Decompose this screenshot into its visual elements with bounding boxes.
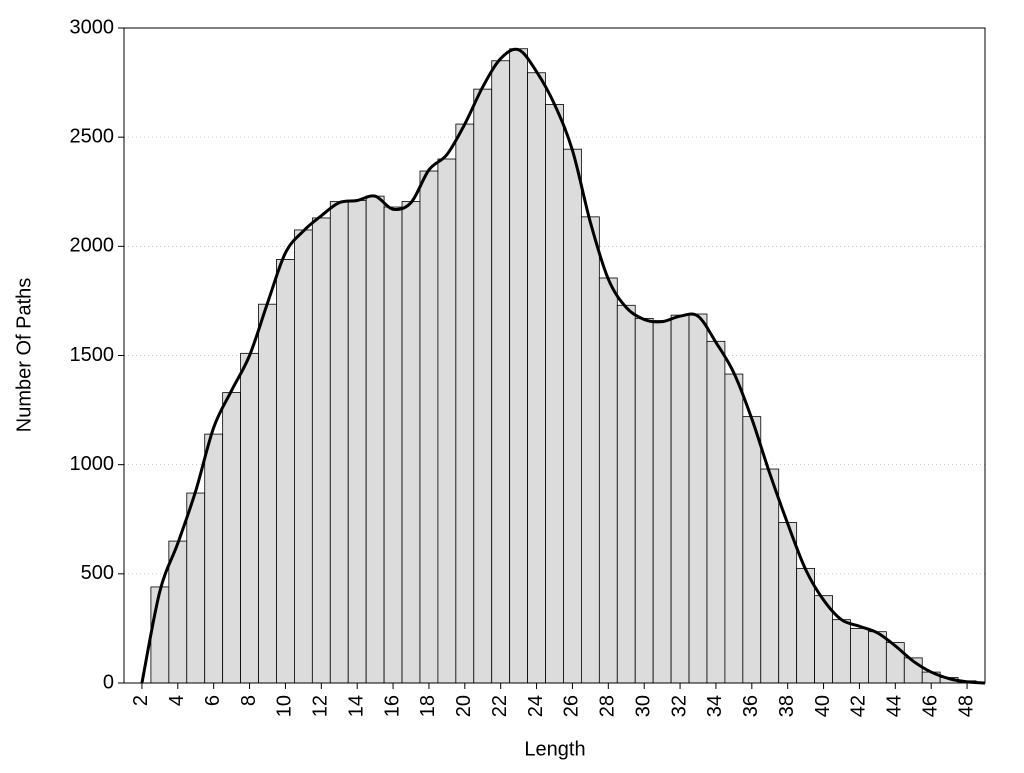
bar [616, 304, 636, 684]
x-tick-label: 12 [310, 695, 332, 717]
bar [724, 373, 744, 684]
bar [742, 416, 762, 684]
bar [329, 201, 349, 684]
x-tick-label: 38 [776, 695, 798, 717]
x-tick-label: 8 [238, 695, 260, 706]
x-tick-label: 22 [489, 695, 511, 717]
bar [778, 522, 798, 684]
plot-frame [123, 27, 986, 684]
y-tick-label: 1500 [70, 344, 115, 366]
y-tick-label: 500 [81, 562, 114, 584]
x-tick-label: 48 [955, 695, 977, 717]
bar [491, 60, 511, 684]
bar [294, 229, 313, 684]
x-tick-label: 10 [274, 695, 296, 717]
bar [455, 123, 475, 684]
y-axis-label: Number Of Paths [13, 278, 35, 433]
bar [760, 468, 780, 684]
x-tick-label: 2 [130, 695, 152, 706]
bar [652, 320, 672, 684]
x-tick-label: 36 [740, 695, 762, 717]
x-tick-label: 6 [202, 695, 224, 706]
bar [276, 259, 295, 684]
x-tick-label: 46 [919, 695, 941, 717]
bar [509, 48, 528, 684]
bar [706, 340, 726, 684]
bar [347, 200, 367, 684]
x-tick-label: 32 [668, 695, 690, 717]
bar [186, 492, 206, 684]
x-tick-label: 40 [812, 695, 834, 717]
x-tick-label: 42 [848, 695, 870, 717]
bar [868, 631, 887, 684]
bar [796, 567, 815, 684]
bar [383, 206, 403, 684]
bar [150, 586, 170, 684]
density-curve [140, 47, 986, 685]
x-tick-label: 24 [525, 695, 547, 717]
bar [581, 216, 600, 684]
x-tick-label: 16 [381, 695, 403, 717]
x-tick-label: 28 [597, 695, 619, 717]
bar [545, 104, 564, 684]
x-tick-label: 26 [561, 695, 583, 717]
y-tick-label: 2500 [70, 125, 115, 147]
x-axis-label: Length [524, 738, 585, 760]
bar [688, 313, 708, 684]
y-tick-label: 1000 [70, 453, 115, 475]
bar [598, 277, 618, 684]
bar [204, 433, 224, 684]
bar [222, 392, 241, 684]
bar [850, 628, 869, 684]
bar [634, 317, 654, 684]
y-tick-label: 0 [103, 671, 114, 693]
bar [437, 158, 457, 684]
bar [419, 170, 439, 684]
bar [885, 642, 905, 684]
bar [832, 619, 851, 684]
y-tick-label: 2000 [70, 235, 115, 257]
bar [473, 88, 493, 684]
x-tick-label: 34 [704, 695, 726, 717]
y-tick-label: 3000 [70, 16, 115, 38]
bar [365, 195, 385, 684]
bar [527, 72, 546, 684]
x-tick-label: 4 [166, 695, 188, 706]
x-tick-label: 20 [453, 695, 475, 717]
x-tick-label: 44 [884, 695, 906, 717]
x-tick-label: 30 [632, 695, 654, 717]
bar [401, 201, 421, 684]
bar [311, 217, 331, 684]
bar [563, 148, 582, 684]
bar [240, 352, 259, 684]
bar [670, 314, 690, 684]
bar [258, 303, 277, 684]
x-tick-label: 18 [417, 695, 439, 717]
x-tick-label: 14 [345, 695, 367, 717]
